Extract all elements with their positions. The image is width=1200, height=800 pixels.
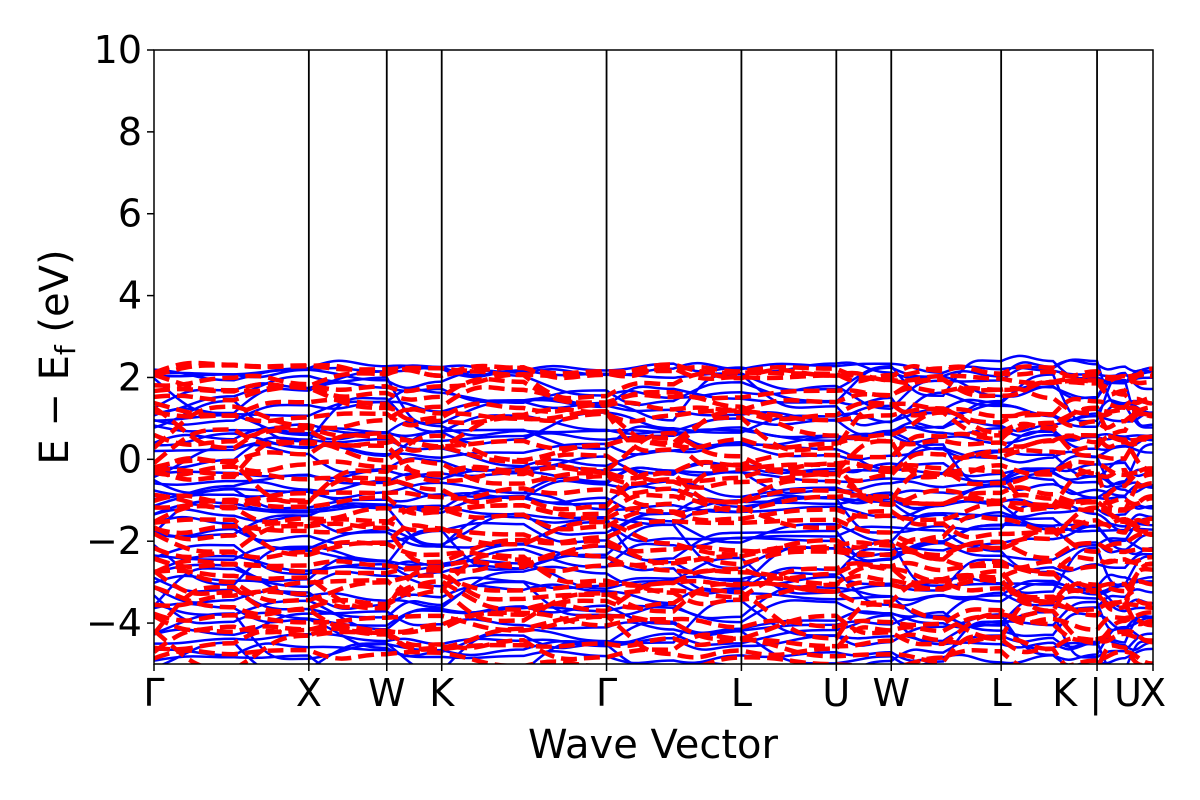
dashed-band-line — [154, 500, 1153, 528]
y-axis-label-suffix: (eV) — [32, 249, 78, 345]
y-axis: −4 −2 0 2 4 6 8 10 — [86, 28, 154, 645]
dashed-band-line — [154, 554, 1153, 581]
y-tick-label: 10 — [94, 28, 142, 72]
dashed-band-line — [154, 462, 1153, 489]
y-tick-label: 0 — [118, 437, 142, 481]
x-tick-label: W — [872, 671, 910, 715]
dashed-band-line — [154, 467, 1153, 513]
solid-band-line — [154, 475, 1153, 501]
dashed-band-line — [154, 556, 1153, 607]
plot-frame — [153, 49, 1154, 665]
x-tick-label: L — [731, 671, 752, 715]
dashed-band-line — [154, 584, 1153, 641]
dashed-band-line — [154, 427, 1153, 451]
bands-layer — [154, 354, 1153, 664]
dashed-band-line — [154, 381, 1153, 418]
y-axis-label-subscript: f — [49, 344, 82, 355]
x-tick-label: W — [368, 671, 406, 715]
x-tick-label: K | U — [1052, 671, 1142, 716]
solid-band-line — [154, 466, 1153, 500]
dashed-band-line — [154, 607, 1153, 635]
solid-band-line — [154, 489, 1153, 521]
solid-band-line — [154, 576, 1153, 620]
y-tick-label: 6 — [118, 192, 142, 236]
solid-band-line — [160, 620, 1153, 664]
dashed-band-line — [154, 401, 1153, 453]
y-axis-label: E − Ef (eV) — [32, 249, 82, 464]
x-tick-label: U — [822, 671, 850, 715]
x-tick-label: X — [1140, 671, 1166, 715]
x-tick-label: L — [991, 671, 1012, 715]
y-axis-label-prefix: E − E — [32, 355, 78, 465]
y-tick-label: 2 — [118, 355, 142, 399]
y-tick-label: 8 — [118, 110, 142, 154]
y-tick-label: −4 — [86, 601, 142, 645]
dashed-band-line — [154, 504, 1153, 540]
dashed-band-line — [154, 539, 1153, 562]
solid-band-line — [154, 565, 1153, 609]
dashed-band-line — [154, 578, 1153, 614]
dashed-band-line — [154, 549, 1153, 572]
dashed-band-line — [154, 459, 1153, 481]
x-axis-label: Wave Vector — [528, 722, 779, 768]
x-tick-label: Γ — [143, 671, 164, 715]
high-symmetry-lines — [307, 50, 1098, 664]
y-tick-label: 4 — [118, 274, 142, 318]
x-tick-label: X — [296, 671, 322, 715]
dashed-band-line — [154, 405, 1153, 454]
dashed-band-line — [154, 517, 1153, 558]
dashed-band-line — [154, 366, 1153, 394]
y-tick-label: −2 — [86, 519, 142, 563]
dashed-band-line — [154, 392, 1153, 423]
dashed-band-line — [154, 560, 1153, 614]
dashed-band-line — [154, 406, 1153, 430]
dashed-band-line — [154, 456, 1153, 508]
dashed-band-line — [154, 608, 1153, 647]
dashed-band-line — [154, 360, 1153, 381]
x-tick-label: K — [429, 671, 455, 715]
dashed-band-line — [154, 433, 1153, 490]
dashed-band-line — [154, 492, 1153, 517]
dashed-band-line — [154, 430, 1153, 480]
solid-band-line — [154, 544, 1153, 581]
x-tick-label: Γ — [596, 671, 617, 715]
